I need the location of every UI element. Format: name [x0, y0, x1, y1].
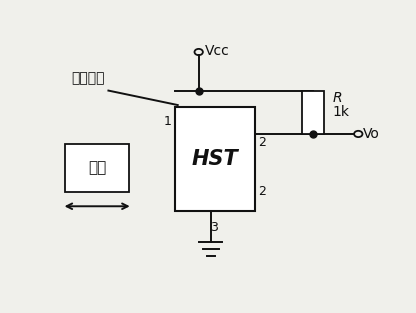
Text: 2: 2: [258, 185, 266, 198]
Text: Vo: Vo: [363, 127, 380, 141]
Text: 2: 2: [258, 136, 266, 149]
Bar: [302, 90, 324, 134]
Text: Vcc: Vcc: [205, 44, 230, 58]
Text: 1: 1: [163, 115, 171, 128]
Bar: [65, 144, 129, 192]
Text: R: R: [332, 91, 342, 105]
Text: 1k: 1k: [332, 105, 349, 119]
Text: 磁铁: 磁铁: [88, 160, 106, 175]
Text: 3: 3: [210, 221, 218, 234]
Text: HST: HST: [191, 149, 238, 169]
Bar: [175, 107, 255, 211]
Text: 磁感应面: 磁感应面: [72, 72, 105, 85]
